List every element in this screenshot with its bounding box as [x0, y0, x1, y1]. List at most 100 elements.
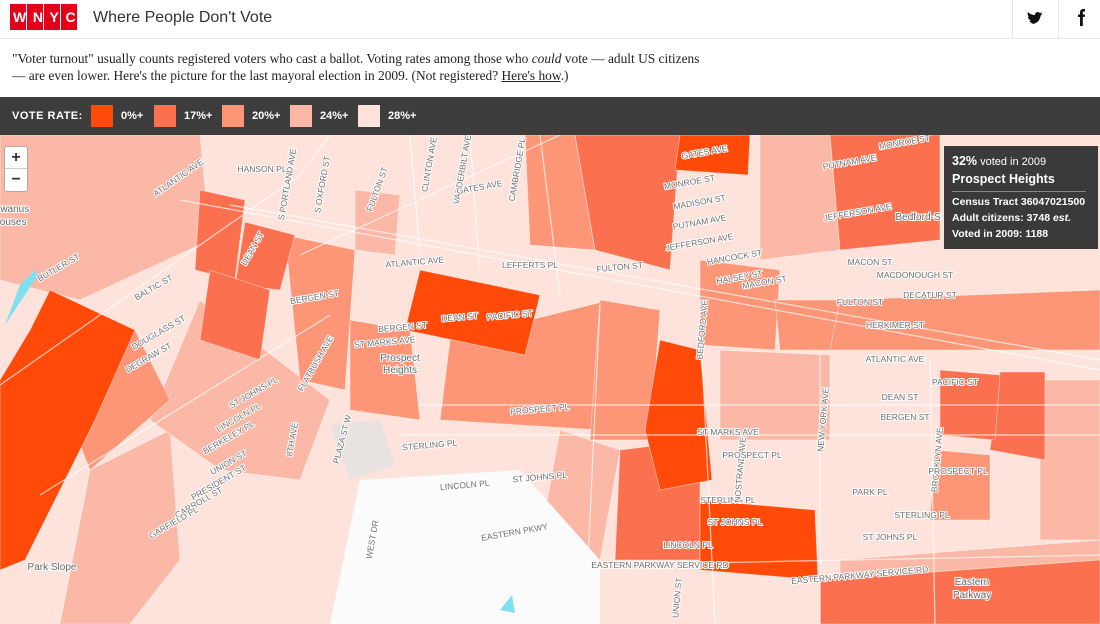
register-link[interactable]: Here's how — [501, 68, 561, 83]
district-label: Eastern — [955, 577, 989, 588]
tract — [284, 234, 356, 391]
street-label: STERLING PL — [894, 510, 950, 520]
district-label: owanus — [0, 204, 29, 215]
tract — [929, 449, 991, 521]
streets — [0, 135, 1100, 624]
legend-label: VOTE RATE: — [12, 110, 83, 122]
district-label: louses — [0, 217, 26, 228]
tract — [644, 339, 713, 491]
legend-item-label: 28%+ — [388, 110, 417, 122]
tract — [829, 135, 941, 251]
street-label: ST JOHNS PL — [863, 532, 918, 542]
street-label: BERGEN ST — [880, 412, 929, 422]
logo[interactable]: WNYC — [10, 4, 78, 30]
street-label: HERKIMER ST — [866, 320, 924, 330]
tract — [574, 135, 681, 271]
street-label: STERLING PL — [402, 438, 458, 453]
street-label: DEAN ST — [441, 310, 479, 323]
legend-item-label: 20%+ — [252, 110, 281, 122]
tooltip-rate-line: 32% voted in 2009 — [952, 154, 1098, 168]
street — [229, 204, 1100, 361]
tract — [234, 221, 296, 291]
street-label: ATLANTIC AVE — [866, 354, 925, 364]
street-label: STERLING PL — [700, 495, 756, 505]
logo-box — [44, 4, 60, 30]
intro-part: .) — [560, 68, 569, 83]
street-label: PROSPECT PL — [928, 466, 988, 476]
intro-part: vote — adult US citizens — are even lowe… — [12, 51, 700, 83]
district-label: Parkway — [953, 590, 991, 601]
tooltip-name: Prospect Heights — [952, 172, 1086, 192]
tract — [199, 269, 271, 361]
district-label: Prospect — [380, 353, 420, 364]
twitter-icon — [1027, 11, 1043, 24]
street — [409, 135, 421, 256]
street — [0, 135, 331, 386]
tooltip-citizens: Adult citizens: 3748 — [952, 212, 1051, 224]
street-label: EASTERN PARKWAY SERVICE RD — [591, 560, 728, 570]
legend-swatch — [222, 105, 244, 127]
tract — [719, 349, 831, 441]
tooltip-est: est. — [1052, 212, 1072, 224]
tract — [404, 269, 541, 356]
park — [330, 470, 600, 624]
street-label: ST JOHNS PL — [708, 517, 763, 527]
legend-swatch — [290, 105, 312, 127]
legend-item-label: 0%+ — [121, 110, 144, 122]
header: WNYC Where People Don't Vote — [0, 0, 1100, 39]
map[interactable]: ATLANTIC AVE HANSON PLS PORTLAND AVE S OXF… — [0, 135, 1100, 624]
street-label: FULTON ST — [837, 297, 883, 307]
zoom-control: + − — [4, 146, 28, 192]
street — [584, 304, 601, 624]
canal — [5, 270, 38, 325]
tract — [759, 135, 841, 261]
district-label: Heights — [383, 365, 417, 376]
street-label: LINCOLN PL — [663, 540, 713, 550]
legend-item-label: 17%+ — [184, 110, 213, 122]
street — [299, 135, 561, 256]
street — [699, 314, 716, 624]
zoom-in-button[interactable]: + — [5, 147, 27, 169]
logo-box — [10, 4, 26, 30]
legend-bar: VOTE RATE: 0%+ 17%+ 20%+ 24%+ 28%+ — [0, 97, 1100, 135]
street — [179, 199, 1100, 371]
street-label: PROSPECT PL — [722, 450, 782, 460]
facebook-button[interactable] — [1058, 0, 1100, 38]
plaza — [330, 420, 395, 480]
legend-item-label: 24%+ — [320, 110, 349, 122]
street-label: MACDONOUGH ST — [877, 270, 954, 280]
tooltip-citizens-line: Adult citizens: 3748 est. — [952, 212, 1098, 224]
tract — [699, 499, 819, 581]
logo-box — [27, 4, 43, 30]
legend-swatch — [154, 105, 176, 127]
logo-box — [61, 4, 77, 30]
intro-emphasis: could — [531, 51, 562, 66]
twitter-button[interactable] — [1012, 0, 1057, 38]
street-label: MACON ST — [848, 257, 893, 267]
tract — [674, 135, 751, 176]
page-title: Where People Don't Vote — [93, 9, 273, 26]
logo-text: WNYC — [13, 9, 83, 25]
tract — [0, 289, 136, 571]
facebook-icon — [1078, 9, 1085, 26]
tract — [349, 319, 421, 421]
zoom-out-button[interactable]: − — [11, 171, 21, 188]
street-label: DECATUR ST — [903, 290, 957, 300]
street-label: ST MARKS AVE — [697, 427, 759, 437]
intro-part: "Voter turnout" usually counts registere… — [12, 51, 532, 66]
tract — [0, 135, 211, 301]
district-label: Bedford-S — [895, 212, 940, 223]
tract — [829, 289, 1100, 351]
street-label: HANSON PL — [237, 164, 286, 174]
street-label: PACIFIC ST — [932, 377, 978, 387]
tracts — [0, 135, 1100, 624]
street — [39, 314, 331, 496]
street — [469, 135, 481, 276]
street-label: LEFFERTS PL — [502, 260, 558, 270]
pond — [500, 595, 515, 613]
tract — [1039, 379, 1100, 541]
district-label: Park Slope — [28, 562, 77, 573]
intro-text: "Voter turnout" usually counts registere… — [12, 50, 712, 84]
tract — [59, 429, 181, 624]
